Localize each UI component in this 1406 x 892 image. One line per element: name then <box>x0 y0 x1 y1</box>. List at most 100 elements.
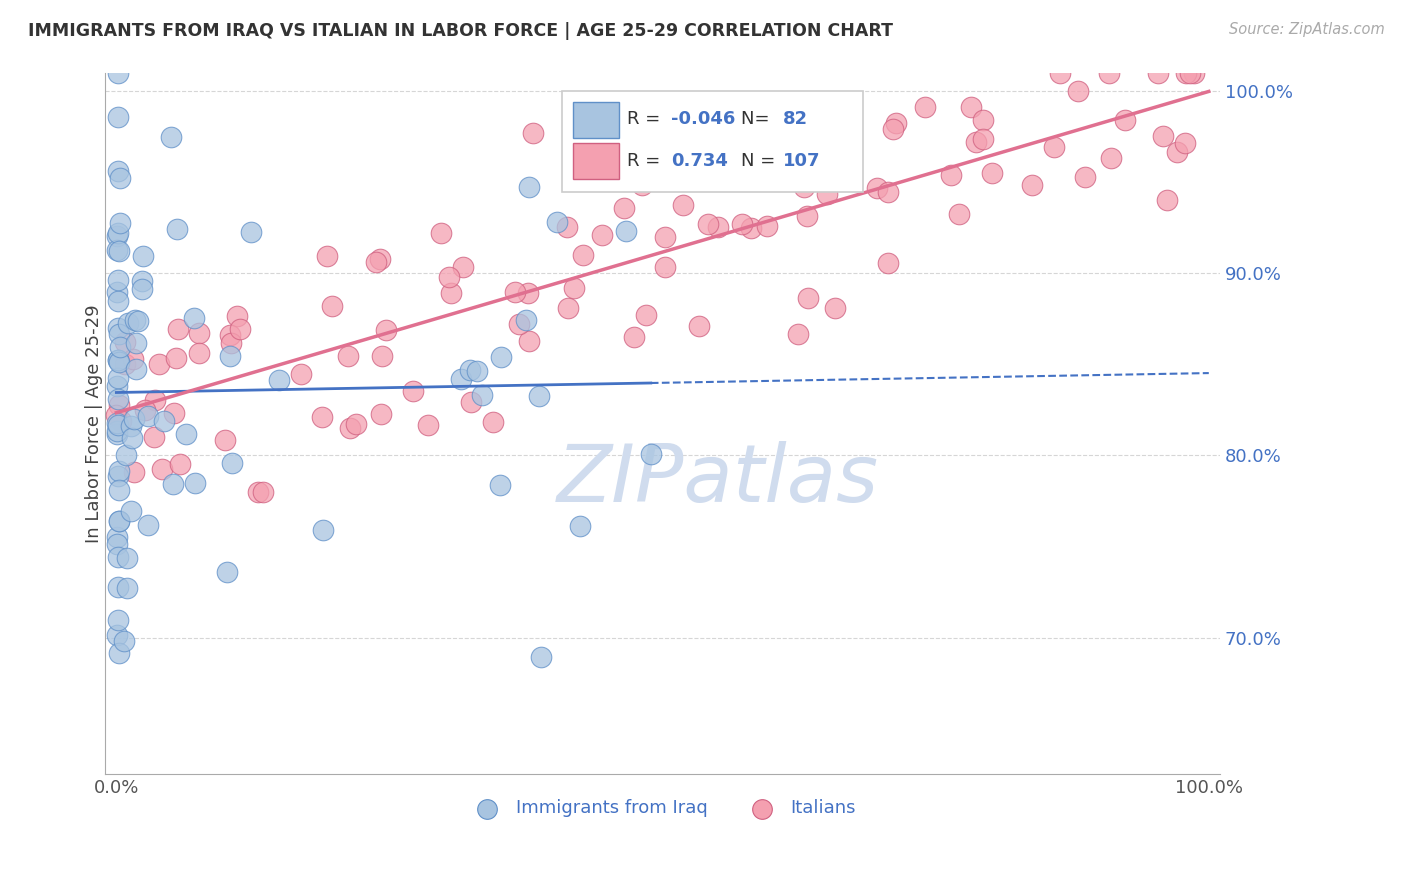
Point <box>143 392 166 407</box>
Point <box>105 537 128 551</box>
Point <box>654 230 676 244</box>
Point <box>105 409 128 423</box>
Point <box>166 222 188 236</box>
Point <box>562 280 585 294</box>
Point <box>107 392 129 406</box>
Point <box>131 274 153 288</box>
Text: ZIPatlas: ZIPatlas <box>557 441 879 518</box>
Point <box>107 352 129 367</box>
Point <box>693 167 716 181</box>
Point <box>150 462 173 476</box>
Point <box>366 255 388 269</box>
Point <box>107 164 129 178</box>
Point <box>219 349 242 363</box>
Point <box>107 613 129 627</box>
Point <box>120 504 142 518</box>
Point <box>370 407 392 421</box>
Point <box>107 549 129 564</box>
Point <box>336 349 359 363</box>
Point <box>321 299 343 313</box>
Point <box>865 180 887 194</box>
Point <box>450 372 472 386</box>
Point <box>688 318 710 333</box>
Point <box>430 226 453 240</box>
Point <box>339 420 361 434</box>
Point <box>105 229 128 244</box>
Point <box>1182 66 1205 80</box>
Point <box>884 116 907 130</box>
Point <box>214 433 236 447</box>
Point <box>107 327 129 342</box>
Point <box>636 308 658 322</box>
Point <box>124 412 146 426</box>
Point <box>508 317 530 331</box>
Point <box>105 628 128 642</box>
Point <box>460 395 482 409</box>
Point <box>311 410 333 425</box>
Point <box>730 217 752 231</box>
Point <box>572 247 595 261</box>
Point <box>169 457 191 471</box>
Point <box>517 179 540 194</box>
Point <box>107 514 129 528</box>
Point <box>458 362 481 376</box>
Point <box>1074 169 1097 184</box>
Point <box>640 447 662 461</box>
Point <box>815 187 838 202</box>
Point <box>707 220 730 235</box>
Point <box>107 371 129 385</box>
FancyBboxPatch shape <box>574 143 619 179</box>
Point <box>1152 128 1174 143</box>
Point <box>467 364 489 378</box>
Point <box>824 301 846 315</box>
Text: Source: ZipAtlas.com: Source: ZipAtlas.com <box>1229 22 1385 37</box>
Point <box>555 219 578 234</box>
Point <box>877 185 900 199</box>
Point <box>1049 66 1071 80</box>
Point <box>107 581 129 595</box>
Point <box>960 99 983 113</box>
Point <box>1166 145 1188 159</box>
Point <box>108 216 131 230</box>
Point <box>120 419 142 434</box>
Point <box>517 286 540 301</box>
Point <box>569 519 592 533</box>
FancyBboxPatch shape <box>574 103 619 138</box>
Point <box>546 215 568 229</box>
Point <box>122 351 145 366</box>
Point <box>740 221 762 235</box>
Point <box>269 373 291 387</box>
Point <box>107 321 129 335</box>
Point <box>107 273 129 287</box>
Point <box>1066 84 1088 98</box>
Point <box>471 388 494 402</box>
Point <box>451 260 474 274</box>
Point <box>1147 66 1170 80</box>
Point <box>219 335 242 350</box>
Point <box>107 352 129 367</box>
Point <box>105 285 128 299</box>
Point <box>115 448 138 462</box>
Point <box>165 351 187 365</box>
Text: R =: R = <box>627 152 672 169</box>
Point <box>797 291 820 305</box>
Point <box>1021 178 1043 192</box>
Point <box>312 523 335 537</box>
Point <box>105 243 128 257</box>
Text: 107: 107 <box>783 152 821 169</box>
Point <box>176 426 198 441</box>
Text: N=: N= <box>741 110 775 128</box>
Point <box>127 313 149 327</box>
Point <box>489 477 512 491</box>
Text: -0.046: -0.046 <box>672 110 735 128</box>
Point <box>160 130 183 145</box>
Legend: Immigrants from Iraq, Italians: Immigrants from Iraq, Italians <box>461 792 863 825</box>
Point <box>344 417 367 432</box>
Point <box>107 399 129 413</box>
Point <box>124 313 146 327</box>
Point <box>108 340 131 354</box>
Point <box>631 178 654 193</box>
Point <box>239 225 262 239</box>
Point <box>107 416 129 430</box>
Point <box>107 110 129 124</box>
